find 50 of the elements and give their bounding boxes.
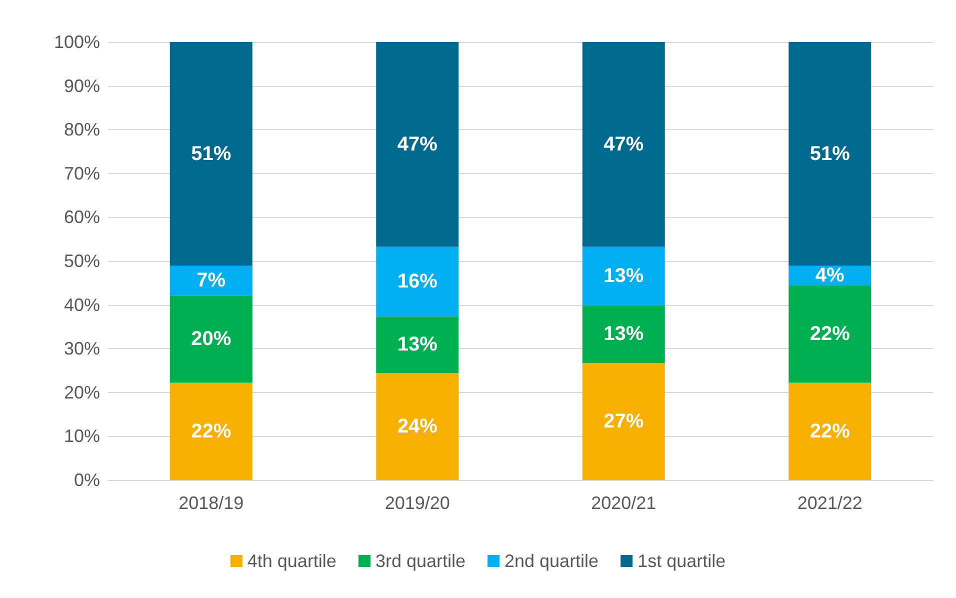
bar	[170, 42, 252, 266]
data-label: 22%	[810, 322, 850, 345]
data-label: 13%	[604, 264, 644, 287]
bar	[170, 266, 252, 296]
bar	[788, 285, 872, 383]
data-label: 22%	[191, 420, 232, 442]
bar	[376, 246, 459, 316]
y-tick-label: 10%	[64, 426, 100, 446]
bar	[788, 382, 872, 480]
x-tick-label: 2021/22	[797, 493, 862, 513]
bar	[582, 246, 665, 306]
bar	[582, 363, 665, 480]
y-tick-label: 40%	[64, 294, 100, 315]
data-label: 51%	[191, 142, 232, 165]
bar	[170, 382, 252, 480]
legend-label: 2nd quartile	[504, 551, 599, 571]
legend-label: 1st quartile	[638, 551, 726, 571]
bar	[376, 373, 459, 480]
y-tick-label: 20%	[64, 382, 100, 402]
y-tick-label: 30%	[64, 338, 100, 359]
data-label: 16%	[397, 270, 438, 292]
y-tick-label: 60%	[64, 207, 100, 228]
y-tick-label: 50%	[64, 251, 100, 271]
data-label: 4%	[815, 264, 845, 286]
data-label: 13%	[604, 323, 644, 346]
x-tick-label: 2020/21	[591, 493, 656, 513]
data-label: 20%	[191, 328, 232, 350]
x-tick-label: 2018/19	[178, 493, 244, 513]
bar	[788, 42, 872, 266]
y-tick-label: 80%	[64, 120, 100, 140]
data-label: 47%	[397, 133, 438, 156]
data-label: 51%	[810, 142, 850, 165]
x-tick-label: 2019/20	[384, 493, 450, 513]
data-label: 22%	[810, 420, 850, 442]
y-tick-label: 90%	[64, 76, 100, 96]
legend-label: 4th quartile	[247, 551, 336, 571]
y-tick-label: 70%	[64, 163, 100, 184]
bar	[170, 296, 252, 383]
data-label: 27%	[604, 410, 644, 433]
bar	[376, 42, 459, 247]
legend-label: 3rd quartile	[375, 551, 466, 571]
data-label: 47%	[604, 133, 644, 156]
data-label: 7%	[196, 270, 226, 292]
data-label: 13%	[397, 334, 438, 356]
bar	[376, 316, 459, 374]
bar	[582, 42, 665, 247]
y-tick-label: 100%	[54, 32, 100, 52]
bar	[582, 305, 665, 364]
data-label: 24%	[397, 416, 438, 438]
y-tick-label: 0%	[74, 470, 100, 490]
